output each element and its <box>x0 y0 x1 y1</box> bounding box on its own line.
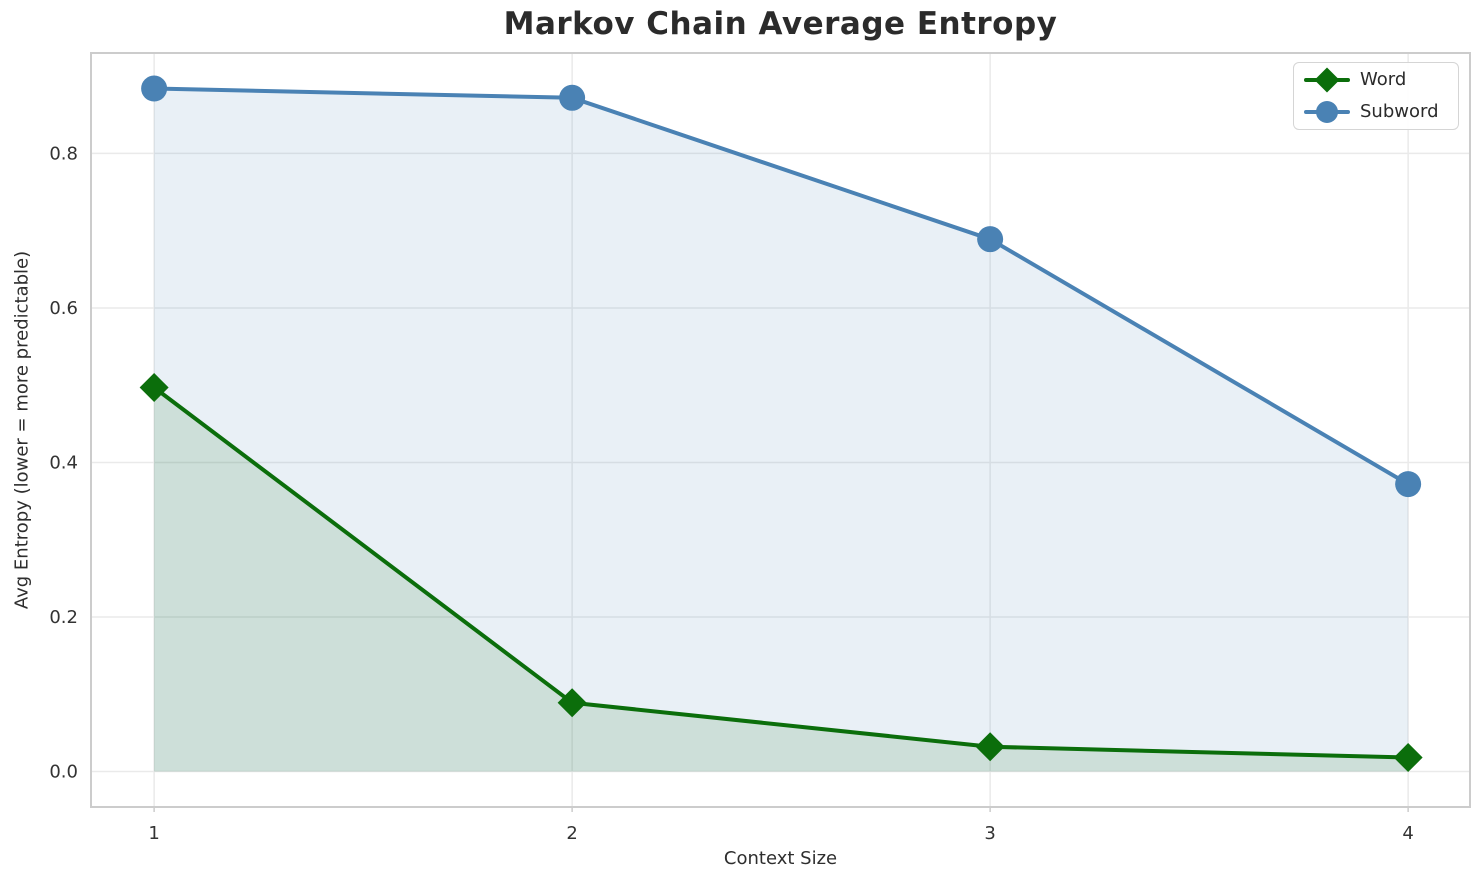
word-marker-icon <box>1304 67 1350 93</box>
y-tick-label: 0.4 <box>49 452 78 473</box>
legend-item-label: Subword <box>1360 101 1439 122</box>
subword-line <box>152 86 1411 487</box>
word-marker <box>975 732 1005 762</box>
word-marker <box>1393 743 1423 773</box>
subword-marker <box>559 84 586 111</box>
subword-marker <box>141 75 168 102</box>
plot-border <box>90 52 1471 808</box>
word-area <box>154 387 1409 772</box>
y-tick-label: 0.2 <box>49 607 78 628</box>
y-tick-label: 0.0 <box>49 761 78 782</box>
x-tick-label: 1 <box>148 823 159 844</box>
legend-item-word: Word <box>1304 65 1448 95</box>
x-tick-label: 3 <box>984 823 995 844</box>
word-marker <box>139 373 169 403</box>
x-tick-label: 4 <box>1402 823 1413 844</box>
legend-item-label: Word <box>1360 69 1407 90</box>
word-line <box>152 385 1411 760</box>
subword-marker <box>1395 471 1422 498</box>
chart-title: Markov Chain Average Entropy <box>503 6 1058 42</box>
legend: Word Subword <box>1293 62 1459 130</box>
x-axis-label: Context Size <box>723 848 838 869</box>
y-tick-label: 0.8 <box>49 143 78 164</box>
word-marker <box>557 688 587 718</box>
subword-marker <box>977 226 1004 253</box>
y-tick-label: 0.6 <box>49 298 78 319</box>
x-tick-label: 2 <box>566 823 577 844</box>
subword-area <box>154 88 1409 772</box>
legend-item-subword: Subword <box>1304 97 1448 127</box>
subword-marker-icon <box>1304 101 1350 123</box>
